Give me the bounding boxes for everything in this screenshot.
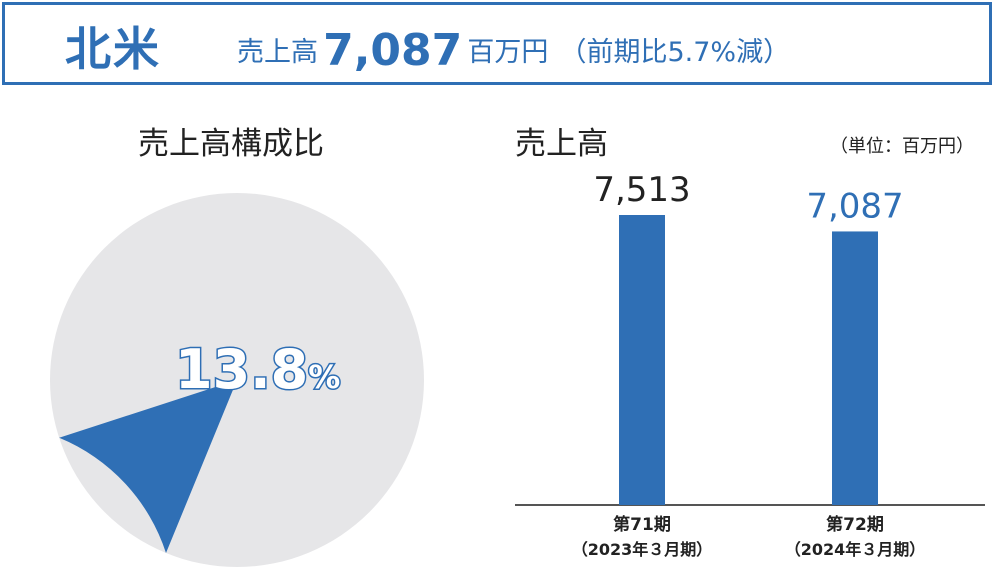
unit-note: （単位：百万円） <box>830 136 974 157</box>
category-sublabel-1: （2023年３月期） <box>572 540 713 559</box>
summary-banner: 北米 売上高 7,087 百万円 （前期比5.7%減） <box>2 2 992 85</box>
pie-percentage-label: 13.8% <box>173 337 342 403</box>
bar-1 <box>619 215 665 505</box>
region-title: 北米 <box>65 22 161 76</box>
category-label-1: 第71期 <box>613 514 671 535</box>
pie-title: 売上高構成比 <box>138 126 324 162</box>
category-sublabel-2: （2024年３月期） <box>785 540 926 559</box>
sales-value: 7,087 <box>323 25 463 76</box>
pie-percent-sign: % <box>307 357 342 398</box>
change-text: （前期比5.7%減） <box>559 37 791 68</box>
bar-value-label-2: 7,087 <box>806 186 903 226</box>
sales-unit: 百万円 <box>467 37 549 68</box>
category-label-2: 第72期 <box>826 514 884 535</box>
bar-chart-title: 売上高 <box>515 126 608 162</box>
pie-slice-highlight <box>59 380 238 553</box>
bar-value-label-1: 7,513 <box>593 170 690 210</box>
sales-summary: 売上高 7,087 百万円 （前期比5.7%減） <box>237 21 791 76</box>
sales-label: 売上高 <box>237 37 318 68</box>
bar-2 <box>832 231 878 506</box>
pie-value-text: 13.8 <box>173 337 309 403</box>
